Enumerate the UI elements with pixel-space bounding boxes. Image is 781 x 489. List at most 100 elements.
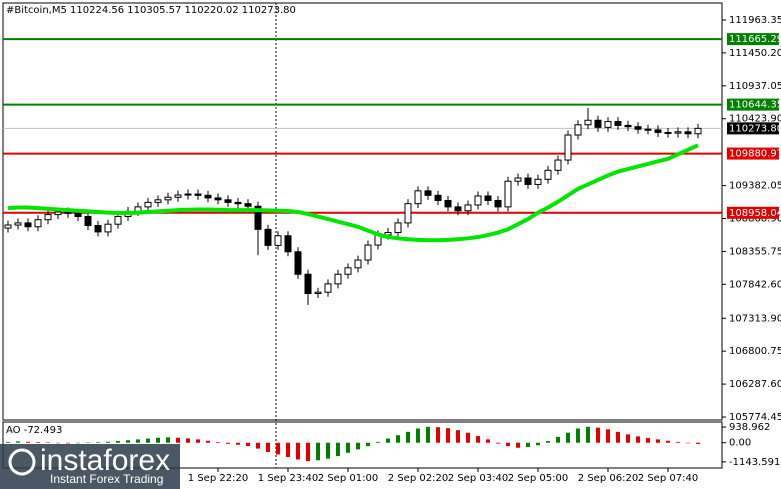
candle-body [224, 199, 232, 203]
candle-body [334, 273, 342, 285]
ao-bar [346, 442, 350, 453]
ao-bar [586, 426, 590, 443]
ao-bar [136, 439, 140, 443]
ao-bar [336, 442, 340, 457]
ao-bar [326, 442, 330, 459]
candle-body [494, 199, 502, 208]
ao-bar [486, 439, 490, 443]
candle-body [114, 216, 122, 225]
candle-body [94, 224, 102, 233]
ao-bar [416, 428, 420, 443]
candle-body [44, 214, 52, 221]
level-label: 109880.97 [729, 149, 781, 160]
candle-body [174, 194, 182, 198]
current-price-label: 110273.80 [729, 123, 781, 134]
ao-bar [596, 427, 600, 443]
ao-bar [216, 442, 220, 443]
candle-body [574, 124, 582, 136]
ao-bar [606, 429, 610, 443]
ao-bar [526, 442, 530, 447]
candle-body [424, 190, 432, 196]
candle-body [234, 201, 242, 205]
ao-bar [76, 442, 80, 444]
ao-bar [6, 441, 10, 443]
candle-body [484, 195, 492, 201]
ao-bar [226, 442, 230, 444]
ao-bar [126, 440, 130, 443]
y-tick-label: 108868.90 [729, 213, 781, 224]
x-tick-label: 2 Sep 06:20 [578, 473, 638, 484]
candle-body [474, 195, 482, 206]
ao-bar [316, 442, 320, 461]
ao-bar [406, 431, 410, 443]
candle-body [454, 206, 462, 212]
candle-body [364, 244, 372, 261]
y-tick-label: 106287.60 [729, 379, 781, 390]
level-label: 108958.04 [729, 208, 781, 219]
ao-bar [66, 442, 70, 444]
x-tick-label: 2 Sep 03:40 [448, 473, 508, 484]
ao-bar [286, 442, 290, 457]
x-tick-label: 2 Sep 05:00 [508, 473, 568, 484]
ao-bar [576, 428, 580, 443]
y-tick-label: 111963.35 [729, 15, 781, 26]
candle-body [284, 235, 292, 253]
ao-bar [376, 441, 380, 443]
x-tick-label: 1 Sep 23:40 [258, 473, 318, 484]
candle-body [74, 212, 82, 218]
candle-body [184, 193, 192, 196]
x-tick-label: 2 Sep 01:00 [318, 473, 378, 484]
candle-body [554, 159, 562, 171]
candle-body [594, 119, 602, 128]
candle-body [4, 224, 12, 229]
x-tick-label: 1 Sep 22:20 [188, 473, 248, 484]
candle-body [694, 127, 702, 135]
level-label: 110644.35 [729, 100, 781, 111]
ao-bar [36, 442, 40, 443]
ao-bar [456, 430, 460, 443]
x-tick-label: 2 Sep 07:40 [638, 473, 698, 484]
y-tick-label: 107842.60 [729, 279, 781, 290]
candle-body [504, 180, 512, 208]
candle-body [434, 194, 442, 201]
indicator-title: AO -72.493 [6, 425, 62, 436]
ao-bar [96, 442, 100, 443]
watermark-tagline: Instant Forex Trading [50, 472, 163, 486]
level-label-bg [727, 33, 779, 46]
candle-body [344, 267, 352, 275]
candle-body [464, 204, 472, 212]
candle-body [264, 228, 272, 246]
ao-bar [466, 432, 470, 443]
ao-bar [246, 442, 250, 447]
ao-bar [506, 442, 510, 447]
ao-bar [356, 442, 360, 450]
candle-body [34, 219, 42, 228]
ao-bar [386, 438, 390, 443]
candle-body [674, 131, 682, 134]
ao-bar [236, 442, 240, 445]
candle-body [644, 128, 652, 131]
ao-bar [196, 439, 200, 443]
ao-bar [446, 428, 450, 443]
y-tick-label: 111450.20 [729, 48, 781, 59]
ao-bar [46, 442, 50, 443]
candle-body [204, 194, 212, 199]
candle-body [104, 223, 112, 233]
ao-bar [146, 438, 150, 443]
candle-body [524, 177, 532, 185]
candle-body [564, 134, 572, 161]
watermark-brand: instaforex [40, 444, 170, 477]
candle-body [354, 259, 362, 269]
level-label-bg [727, 147, 779, 160]
ao-bar [206, 440, 210, 443]
candle-body [624, 124, 632, 128]
candle-body [24, 222, 32, 228]
ao-bar [636, 436, 640, 443]
ao-bar [16, 441, 20, 443]
ao-bar [256, 442, 260, 449]
ao-bar [276, 442, 280, 455]
candle-body [324, 283, 332, 293]
candle-body [294, 251, 302, 275]
ao-bar [686, 442, 690, 444]
